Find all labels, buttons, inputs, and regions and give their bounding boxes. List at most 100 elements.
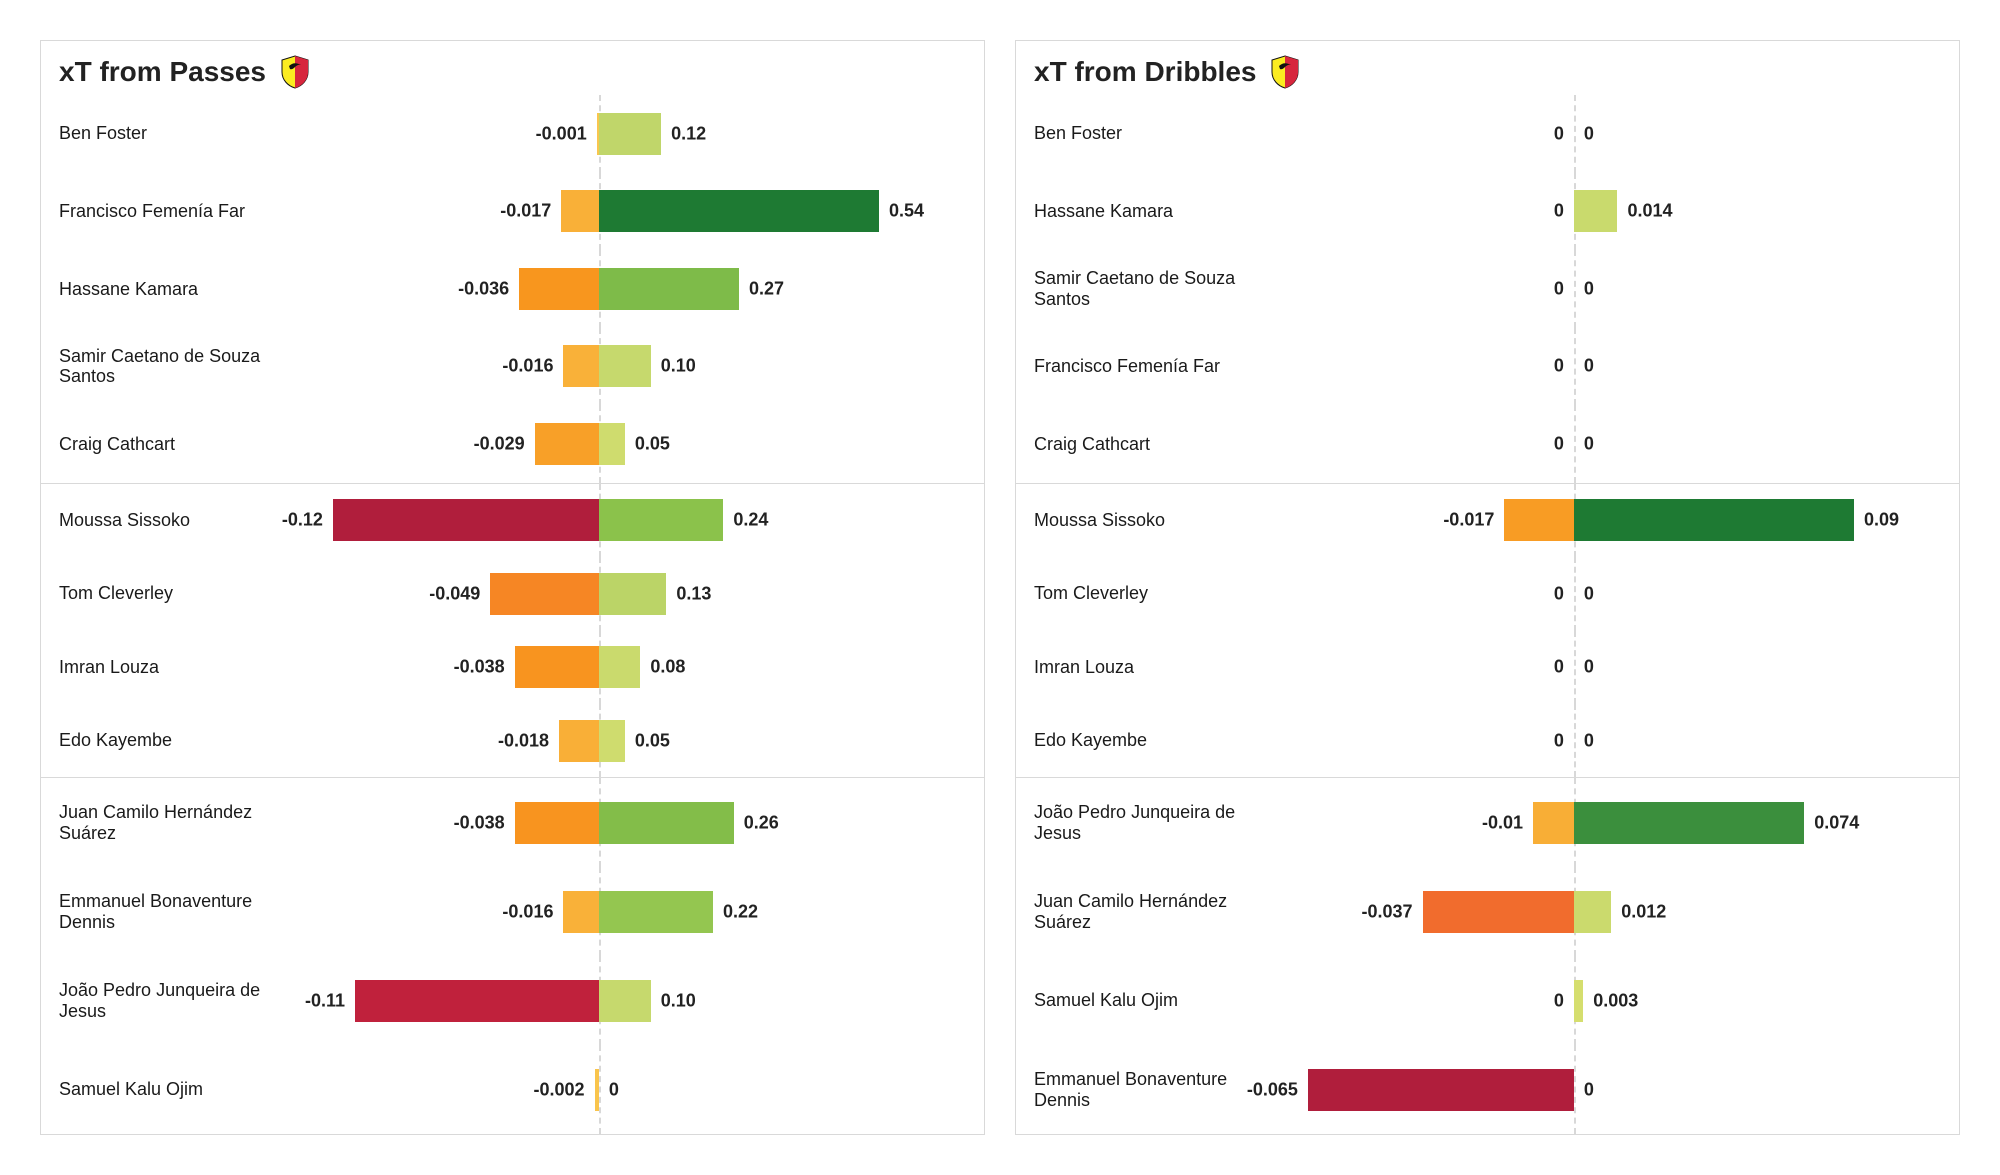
bar-negative [1533, 802, 1574, 844]
player-name: Juan Camilo Hernández Suárez [41, 778, 284, 867]
player-row: Hassane Kamara-0.0360.27 [41, 250, 984, 328]
player-row: Tom Cleverley00 [1016, 557, 1959, 630]
player-row: Samuel Kalu Ojim 0 0.003 [1016, 956, 1959, 1045]
bar-cell: -0.0160.22 [284, 867, 984, 956]
bar-cell: -0.120.24 [284, 484, 984, 557]
value-positive: 0.10 [661, 990, 696, 1011]
value-positive: 0.012 [1621, 901, 1666, 922]
bar-cell: 0 0.003 [1259, 956, 1959, 1045]
value-negative: -0.11 [305, 990, 345, 1011]
value-positive: 0.54 [889, 201, 924, 222]
value-negative: -0.038 [454, 657, 505, 678]
bar-cell: 00 [1259, 250, 1959, 328]
value-positive: 0 [1584, 657, 1594, 678]
value-positive: 0.014 [1627, 201, 1672, 222]
row-group: Ben Foster00Hassane Kamara 0 0.014 Samir Ca… [1016, 95, 1959, 483]
player-name: Juan Camilo Hernández Suárez [1016, 867, 1259, 956]
player-row: Emmanuel Bonaventure Dennis-0.0650 [1016, 1045, 1959, 1134]
player-row: Ben Foster00 [1016, 95, 1959, 173]
value-negative: 0 [1554, 123, 1564, 144]
value-positive: 0.12 [671, 123, 706, 144]
value-positive: 0 [1584, 278, 1594, 299]
player-row: Emmanuel Bonaventure Dennis-0.0160.22 [41, 867, 984, 956]
bar-positive [599, 980, 651, 1022]
value-positive: 0.003 [1593, 990, 1638, 1011]
row-group: Ben Foster-0.0010.12Francisco Femenía Fa… [41, 95, 984, 483]
player-name: Samuel Kalu Ojim [1016, 956, 1259, 1045]
value-negative: 0 [1554, 730, 1564, 751]
player-name: Francisco Femenía Far [41, 173, 284, 251]
bar-cell: 00 [1259, 557, 1959, 630]
value-negative: -0.01 [1482, 812, 1523, 833]
bar-cell: -0.0020 [284, 1045, 984, 1134]
player-row: Edo Kayembe-0.0180.05 [41, 704, 984, 777]
bar-negative [519, 268, 599, 310]
row-group: Moussa Sissoko-0.0170.09Tom Cleverley00I… [1016, 483, 1959, 778]
zero-axis [1574, 557, 1576, 630]
bar-positive [599, 499, 723, 541]
player-row: Juan Camilo Hernández Suárez-0.0370.012 [1016, 867, 1959, 956]
zero-axis [1574, 328, 1576, 406]
bar-cell: -0.0490.13 [284, 557, 984, 630]
row-group: João Pedro Junqueira de Jesus-0.010.074J… [1016, 777, 1959, 1134]
player-name: Craig Cathcart [41, 405, 284, 483]
bar-cell: -0.017 0.54 [284, 173, 984, 251]
bar-cell: -0.0650 [1259, 1045, 1959, 1134]
value-negative: -0.036 [458, 278, 509, 299]
player-row: Ben Foster-0.0010.12 [41, 95, 984, 173]
page-root: xT from Passes Ben Foster-0.0010.12Franc… [0, 0, 2000, 1175]
team-badge-icon [1270, 55, 1300, 89]
value-negative: 0 [1554, 657, 1564, 678]
bar-negative [563, 891, 598, 933]
player-name: Samir Caetano de Souza Santos [41, 328, 284, 406]
player-name: Ben Foster [41, 95, 284, 173]
player-row: Tom Cleverley-0.0490.13 [41, 557, 984, 630]
player-name: Samir Caetano de Souza Santos [1016, 250, 1259, 328]
bar-negative [1423, 891, 1574, 933]
bar-cell: -0.0380.08 [284, 631, 984, 704]
value-negative: 0 [1554, 990, 1564, 1011]
bar-cell: -0.0160.10 [284, 328, 984, 406]
value-positive: 0.10 [661, 356, 696, 377]
bar-negative [561, 190, 599, 232]
team-badge-icon [280, 55, 310, 89]
bar-negative [1308, 1069, 1574, 1111]
bar-positive [599, 423, 625, 465]
bar-positive [599, 891, 713, 933]
bar-cell: -0.0290.05 [284, 405, 984, 483]
zero-axis [1574, 704, 1576, 777]
bar-negative [559, 720, 599, 762]
value-negative: -0.017 [1443, 510, 1494, 531]
value-negative: -0.029 [474, 433, 525, 454]
bar-negative [535, 423, 599, 465]
value-positive: 0 [1584, 356, 1594, 377]
zero-axis [599, 1045, 601, 1134]
player-row: João Pedro Junqueira de Jesus-0.010.074 [1016, 778, 1959, 867]
player-name: Emmanuel Bonaventure Dennis [1016, 1045, 1259, 1134]
player-name: Hassane Kamara [1016, 173, 1259, 251]
zero-axis [1574, 631, 1576, 704]
bar-cell: 00 [1259, 704, 1959, 777]
bar-negative [490, 573, 599, 615]
value-positive: 0.09 [1864, 510, 1899, 531]
chart-panel: xT from Dribbles Ben Foster00Hassane Kam… [1015, 40, 1960, 1135]
value-positive: 0 [1584, 730, 1594, 751]
value-positive: 0 [1584, 433, 1594, 454]
player-row: Edo Kayembe00 [1016, 704, 1959, 777]
player-name: Tom Cleverley [41, 557, 284, 630]
panel-header: xT from Dribbles [1016, 41, 1959, 95]
bar-positive [599, 345, 651, 387]
player-row: Samir Caetano de Souza Santos00 [1016, 250, 1959, 328]
player-name: João Pedro Junqueira de Jesus [41, 956, 284, 1045]
zero-axis [1574, 95, 1576, 173]
bar-negative [1504, 499, 1574, 541]
value-negative: -0.018 [498, 730, 549, 751]
player-name: Samuel Kalu Ojim [41, 1045, 284, 1134]
bar-positive [599, 720, 625, 762]
player-row: Juan Camilo Hernández Suárez-0.0380.26 [41, 778, 984, 867]
value-negative: -0.017 [500, 201, 551, 222]
player-row: Samuel Kalu Ojim-0.0020 [41, 1045, 984, 1134]
player-row: Craig Cathcart-0.0290.05 [41, 405, 984, 483]
value-positive: 0.24 [733, 510, 768, 531]
player-name: Moussa Sissoko [1016, 484, 1259, 557]
